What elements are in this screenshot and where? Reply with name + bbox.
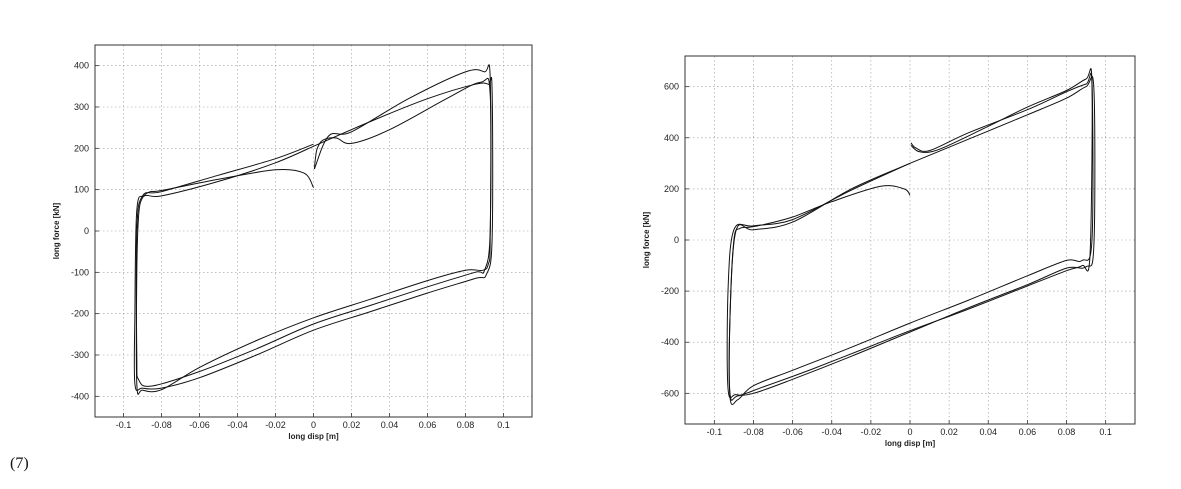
left-series-line-1 xyxy=(135,64,492,387)
right-x-tick-label-6: 0.02 xyxy=(940,427,958,437)
left-y-tick-label-8: 400 xyxy=(74,61,89,71)
right-y-tick-label-1: -400 xyxy=(661,337,679,347)
left-y-tick-label-6: 200 xyxy=(74,143,89,153)
equation-number: (7) xyxy=(10,455,29,472)
left-y-tick-label-0: -400 xyxy=(71,391,89,401)
right-x-tick-label-0: -0.1 xyxy=(707,427,723,437)
left-series-line-0 xyxy=(135,77,492,395)
left-x-tick-label-7: 0.04 xyxy=(381,420,399,430)
left-x-tick-label-8: 0.06 xyxy=(419,420,437,430)
left-x-tick-label-10: 0.1 xyxy=(497,420,510,430)
right-x-tick-label-7: 0.04 xyxy=(979,427,997,437)
right-y-tick-label-4: 200 xyxy=(664,184,679,194)
right-x-tick-label-10: 0.1 xyxy=(1099,427,1112,437)
left-x-tick-label-3: -0.04 xyxy=(227,420,248,430)
left-y-tick-label-4: 0 xyxy=(84,226,89,236)
right-x-tick-label-9: 0.08 xyxy=(1058,427,1076,437)
right-series-line-0 xyxy=(728,72,1093,401)
right-y-tick-label-3: 0 xyxy=(674,235,679,245)
left-x-tick-label-4: -0.02 xyxy=(265,420,286,430)
right-x-tick-label-5: 0 xyxy=(907,427,912,437)
right-y-axis-label: long force [kN] xyxy=(642,211,651,268)
right-y-tick-label-5: 400 xyxy=(664,133,679,143)
left-x-tick-label-0: -0.1 xyxy=(116,420,132,430)
right-series-line-2 xyxy=(726,75,1096,399)
left-series-line-2 xyxy=(133,76,494,391)
left-hysteresis-chart: -0.1 -0.08 -0.06 -0.04 -0.02 0 0.02 0.04 0.06 0.0… xyxy=(52,44,533,441)
left-y-tick-label-1: -300 xyxy=(71,350,89,360)
right-x-tick-label-1: -0.08 xyxy=(743,427,764,437)
right-x-tick-label-4: -0.02 xyxy=(861,427,882,437)
left-x-tick-label-5: 0 xyxy=(311,420,316,430)
left-x-tick-label-6: 0.02 xyxy=(343,420,361,430)
right-y-tick-label-6: 600 xyxy=(664,82,679,92)
right-series-line-1 xyxy=(728,68,1094,406)
right-x-tick-label-8: 0.06 xyxy=(1019,427,1037,437)
left-y-tick-label-3: -100 xyxy=(71,267,89,277)
right-x-axis-label: long disp [m] xyxy=(885,439,936,448)
left-x-axis-label: long disp [m] xyxy=(288,432,339,441)
left-y-axis-label: long force [kN] xyxy=(52,202,61,259)
right-x-tick-label-2: -0.06 xyxy=(782,427,803,437)
left-chart-panel: -0.1 -0.08 -0.06 -0.04 -0.02 0 0.02 0.04 0.06 0.0… xyxy=(0,0,590,470)
right-x-tick-label-3: -0.04 xyxy=(821,427,842,437)
left-y-tick-label-5: 100 xyxy=(74,185,89,195)
right-y-tick-label-2: -200 xyxy=(661,286,679,296)
left-x-tick-label-9: 0.08 xyxy=(457,420,475,430)
right-hysteresis-chart: -0.1 -0.08 -0.06 -0.04 -0.02 0 0.02 0.04 0.06 0.0… xyxy=(642,55,1136,448)
right-y-tick-label-0: -600 xyxy=(661,388,679,398)
left-x-tick-label-1: -0.08 xyxy=(151,420,172,430)
right-chart-panel: -0.1 -0.08 -0.06 -0.04 -0.02 0 0.02 0.04 0.06 0.0… xyxy=(590,0,1181,470)
left-y-tick-label-2: -200 xyxy=(71,309,89,319)
left-y-tick-label-7: 300 xyxy=(74,102,89,112)
left-x-tick-label-2: -0.06 xyxy=(189,420,210,430)
